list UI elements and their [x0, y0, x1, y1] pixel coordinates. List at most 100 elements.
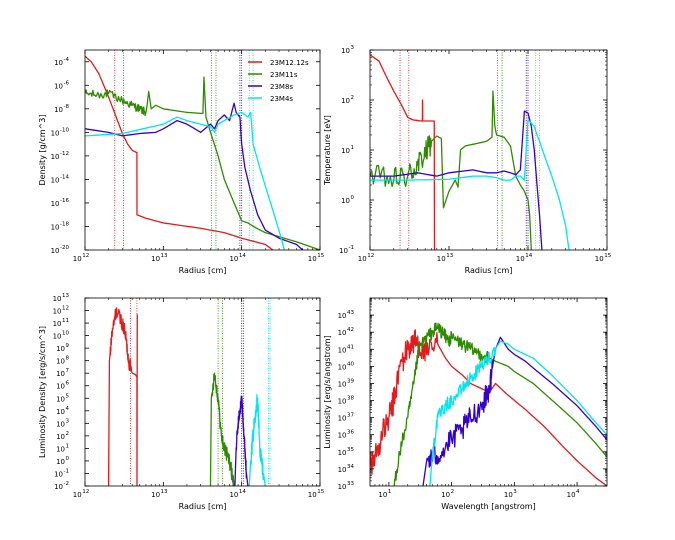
series-line-23m11s	[393, 322, 607, 486]
panels: 1012 1013 1014 101510-2010-1810-1610-1410-1…	[38, 45, 612, 511]
series-line-23m12-12s	[107, 307, 138, 486]
y-tick-exponent: 7	[66, 368, 70, 374]
y-tick-exponent: 4	[66, 406, 70, 412]
y-tick-exponent: 10	[62, 331, 69, 337]
y-tick-exponent: 1	[351, 145, 355, 151]
series-line-23m8s	[422, 336, 607, 486]
x-axis-label: Radius [cm]	[465, 266, 513, 275]
y-tick-label: 1012	[53, 306, 69, 316]
y-tick-exponent: 8	[66, 356, 70, 362]
x-tick-label: 1014	[229, 489, 246, 499]
y-tick-label: 10-2	[54, 481, 69, 491]
legend-label: 23M12.12s	[270, 59, 309, 67]
y-tick-label: 10-14	[51, 174, 70, 184]
y-tick-exponent: -1	[349, 245, 354, 251]
series-line-23m4s	[85, 111, 285, 250]
y-tick-exponent: 33	[347, 481, 354, 487]
series-line-23m8s	[85, 102, 304, 250]
chart-panel-3: 1012 1013 1014 101510-210-11001011021031041…	[38, 293, 325, 511]
series-line-23m4s	[429, 340, 607, 486]
x-tick-exponent: 13	[446, 253, 453, 259]
y-tick-label: 10-8	[54, 104, 69, 114]
y-tick-exponent: 42	[347, 327, 354, 333]
y-tick-label: 10-12	[51, 151, 69, 161]
series-line-23m12-12s	[370, 54, 436, 250]
x-tick-exponent: 2	[451, 489, 455, 495]
y-tick-label: 1039	[338, 378, 355, 388]
y-tick-exponent: 12	[62, 306, 69, 312]
x-tick-label: 1012	[358, 253, 374, 263]
x-tick-label: 1015	[595, 253, 612, 263]
legend-label: 23M11s	[270, 71, 298, 79]
y-tick-label: 1043	[338, 310, 355, 320]
y-tick-exponent: -16	[60, 198, 69, 204]
x-tick-exponent: 12	[82, 253, 89, 259]
y-tick-label: 102	[56, 431, 69, 441]
y-tick-label: 103	[341, 45, 354, 55]
x-axis-label: Radius [cm]	[179, 266, 227, 275]
y-tick-label: 106	[56, 381, 69, 391]
x-tick-exponent: 13	[161, 489, 168, 495]
y-tick-label: 10-10	[51, 127, 70, 137]
x-tick-exponent: 14	[239, 253, 246, 259]
x-tick-label: 1013	[151, 253, 168, 263]
y-axis-label: Luminosity Density [erg/s/cm^3]	[38, 326, 47, 458]
series-line-23m11s	[85, 76, 320, 250]
y-tick-label: 109	[56, 343, 69, 353]
y-tick-label: 105	[56, 393, 69, 403]
series-line-23m11s	[209, 372, 235, 486]
y-tick-label: 100	[341, 195, 354, 205]
series-line-23m8s	[234, 395, 249, 486]
x-tick-label: 1012	[73, 489, 89, 499]
y-tick-exponent: 1	[66, 443, 70, 449]
chart-panel-4: 101 102 103 104 1033 1034 1035 1036 1037 1038 1039…	[323, 297, 608, 511]
x-tick-label: 1015	[308, 253, 325, 263]
x-tick-exponent: 15	[604, 253, 611, 259]
y-tick-exponent: 35	[347, 447, 354, 453]
y-tick-label: 1010	[53, 331, 70, 341]
y-tick-label: 10-20	[51, 245, 70, 255]
x-tick-exponent: 4	[576, 489, 580, 495]
y-tick-exponent: 43	[347, 310, 354, 316]
chart-panel-1: 1012 1013 1014 1015 10-20 10-18 10-16 10-14 10-1…	[38, 49, 325, 275]
series-line-23m4s	[370, 119, 570, 250]
y-tick-exponent: 2	[66, 431, 70, 437]
y-tick-label: 1011	[53, 318, 69, 328]
plot-frame	[84, 49, 321, 251]
x-tick-exponent: 13	[161, 253, 168, 259]
y-tick-exponent: 38	[347, 396, 354, 402]
plot-frame	[369, 297, 608, 487]
x-tick-label: 1012	[73, 253, 89, 263]
x-tick-label: 102	[441, 489, 454, 499]
y-axis-label: Density [g/cm^3]	[38, 115, 47, 186]
y-tick-label: 1040	[338, 361, 355, 371]
y-tick-exponent: 37	[347, 413, 354, 419]
plot-frame	[84, 297, 321, 487]
series-line-23m8s	[370, 110, 543, 250]
y-tick-label: 1034	[338, 464, 355, 474]
y-tick-label: 1042	[338, 327, 354, 337]
y-tick-label: 10-6	[54, 80, 69, 90]
y-tick-exponent: 11	[62, 318, 69, 324]
y-tick-exponent: 3	[351, 45, 355, 51]
y-tick-exponent: 5	[66, 393, 70, 399]
x-tick-exponent: 14	[239, 489, 246, 495]
y-tick-label: 108	[56, 356, 69, 366]
x-axis-label: Radius [cm]	[179, 502, 227, 511]
x-tick-exponent: 14	[525, 253, 532, 259]
x-tick-label: 1013	[437, 253, 454, 263]
y-tick-label: 10-18	[51, 221, 70, 231]
y-tick-exponent: 41	[347, 344, 354, 350]
y-tick-exponent: -1	[64, 468, 69, 474]
y-tick-exponent: 0	[351, 195, 355, 201]
y-tick-label: 1035	[338, 447, 355, 457]
y-tick-exponent: -20	[60, 245, 69, 251]
x-tick-label: 104	[567, 489, 580, 499]
x-tick-exponent: 1	[388, 489, 392, 495]
y-tick-label: 1013	[53, 293, 70, 303]
x-tick-exponent: 12	[367, 253, 374, 259]
y-tick-label: 10-1	[54, 468, 69, 478]
